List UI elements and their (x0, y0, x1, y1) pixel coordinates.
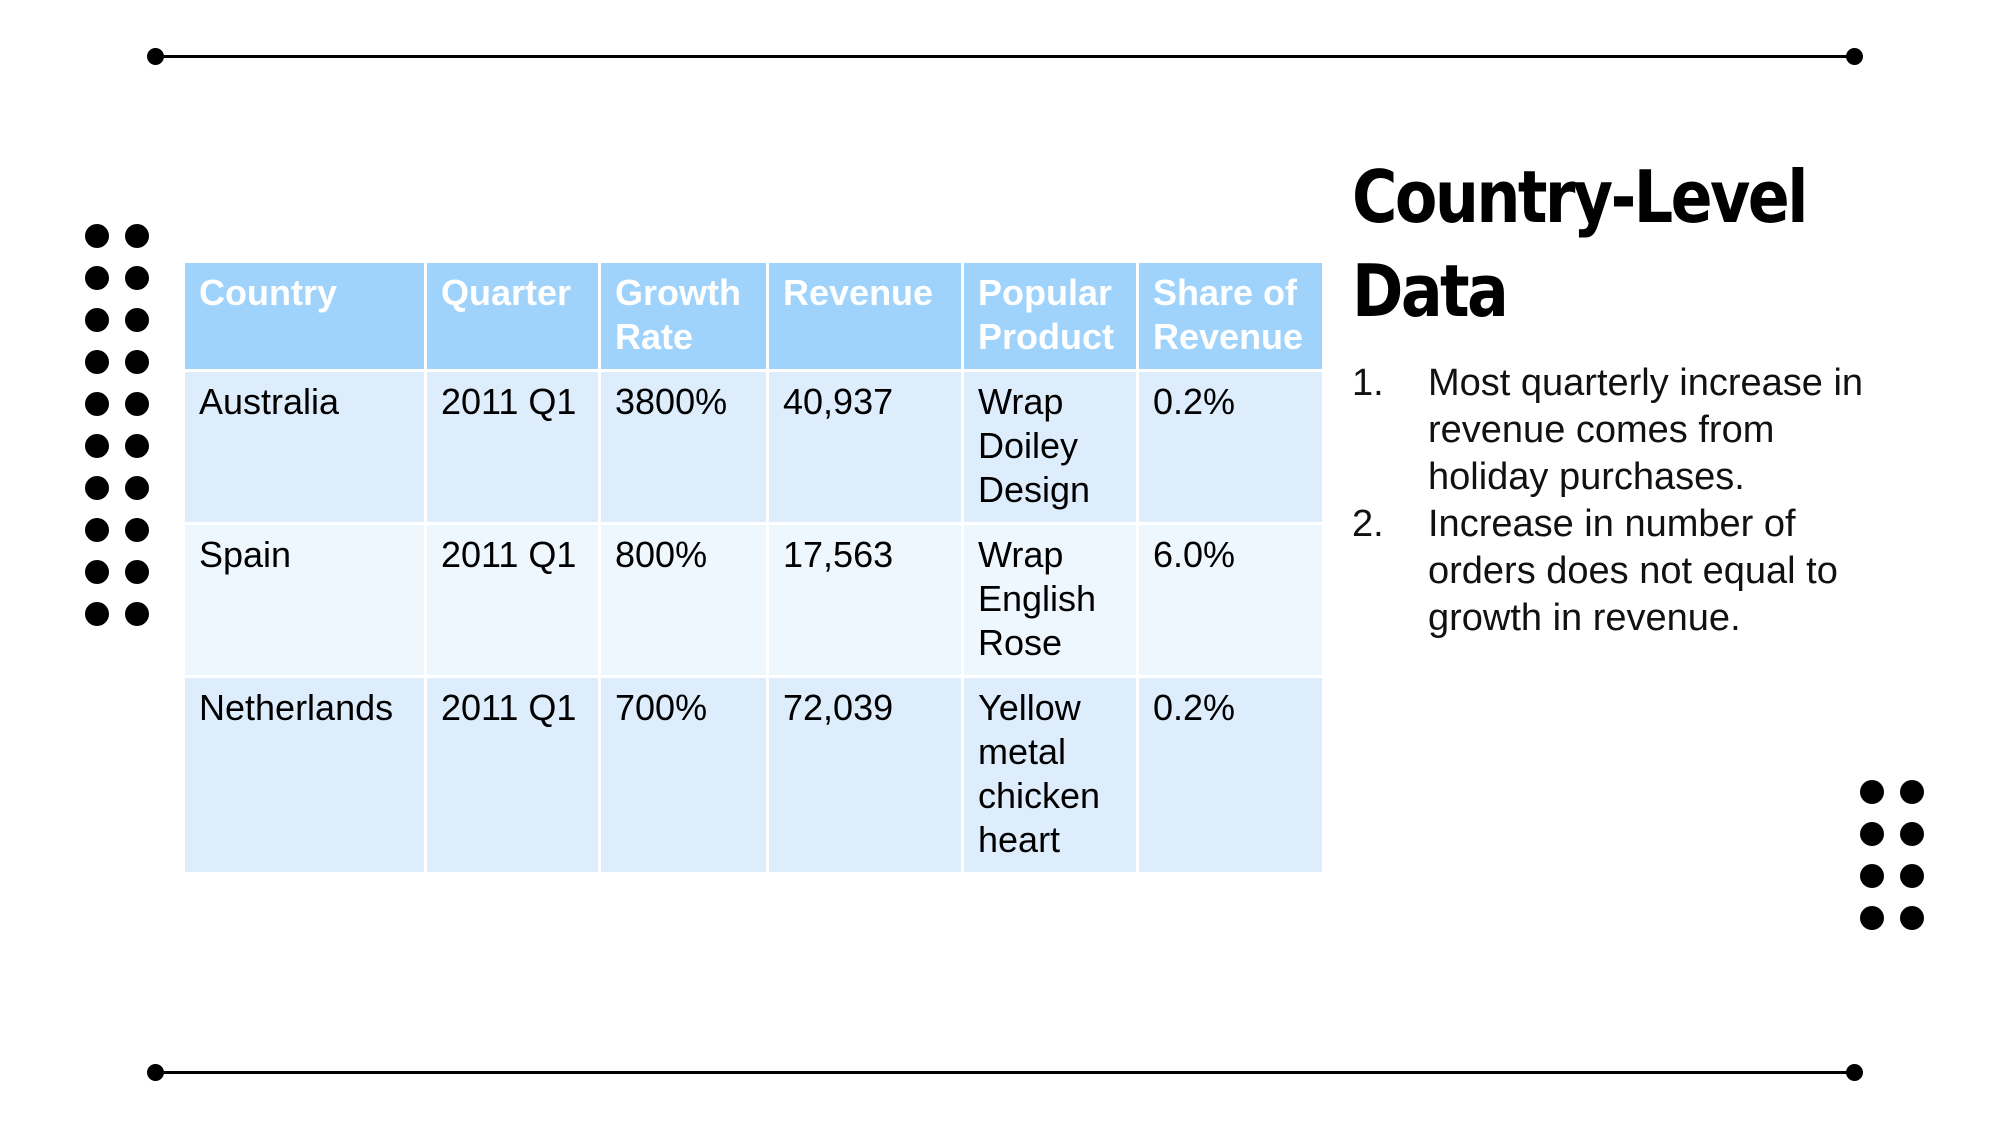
top-divider-line (147, 48, 1863, 65)
divider-endpoint (147, 48, 164, 65)
decorative-dot (125, 434, 149, 458)
cell-quarter: 2011 Q1 (424, 522, 601, 678)
decorative-dot (85, 560, 109, 584)
divider-endpoint (147, 1064, 164, 1081)
decorative-dot (1860, 864, 1884, 888)
decorative-dot (85, 350, 109, 374)
decorative-dot-grid-left (85, 224, 149, 626)
divider-endpoint (1846, 1064, 1863, 1081)
list-item-number: 2. (1352, 503, 1384, 545)
cell-revenue: 72,039 (766, 675, 964, 875)
decorative-dot (125, 350, 149, 374)
table-row: Netherlands 2011 Q1 700% 72,039 Yellow m… (182, 675, 1325, 875)
list-item: 2. Increase in number of orders does not… (1352, 501, 1872, 642)
header-growth-rate: Growth Rate (598, 260, 769, 372)
decorative-dot (1900, 822, 1924, 846)
list-item: 1. Most quarterly increase in revenue co… (1352, 360, 1872, 501)
header-popular-product: Popular Product (961, 260, 1139, 372)
decorative-dot (85, 602, 109, 626)
cell-country: Australia (182, 369, 427, 525)
decorative-dot (85, 224, 109, 248)
cell-country: Netherlands (182, 675, 427, 875)
decorative-dot (1860, 822, 1884, 846)
list-item-text: Most quarterly increase in revenue comes… (1428, 362, 1864, 498)
decorative-dot-grid-right (1860, 780, 1924, 930)
decorative-dot (1860, 906, 1884, 930)
cell-popular-product: Yellow metal chicken heart (961, 675, 1139, 875)
cell-country: Spain (182, 522, 427, 678)
decorative-dot (1900, 906, 1924, 930)
cell-quarter: 2011 Q1 (424, 369, 601, 525)
decorative-dot (1860, 780, 1884, 804)
cell-growth-rate: 3800% (598, 369, 769, 525)
insights-list: 1. Most quarterly increase in revenue co… (1352, 360, 1872, 642)
country-data-table: Country Quarter Growth Rate Revenue Popu… (182, 260, 1325, 875)
table-header-row: Country Quarter Growth Rate Revenue Popu… (182, 260, 1325, 372)
decorative-dot (1900, 780, 1924, 804)
table-row: Spain 2011 Q1 800% 17,563 Wrap English R… (182, 522, 1325, 678)
cell-revenue: 17,563 (766, 522, 964, 678)
decorative-dot (125, 392, 149, 416)
cell-growth-rate: 700% (598, 675, 769, 875)
cell-popular-product: Wrap Doiley Design (961, 369, 1139, 525)
header-share-of-revenue: Share of Revenue (1136, 260, 1325, 372)
header-quarter: Quarter (424, 260, 601, 372)
decorative-dot (85, 266, 109, 290)
list-item-number: 1. (1352, 362, 1384, 404)
decorative-dot (125, 518, 149, 542)
cell-share-of-revenue: 6.0% (1136, 522, 1325, 678)
cell-share-of-revenue: 0.2% (1136, 675, 1325, 875)
decorative-dot (125, 308, 149, 332)
decorative-dot (125, 560, 149, 584)
cell-popular-product: Wrap English Rose (961, 522, 1139, 678)
cell-revenue: 40,937 (766, 369, 964, 525)
divider-endpoint (1846, 48, 1863, 65)
cell-quarter: 2011 Q1 (424, 675, 601, 875)
table-row: Australia 2011 Q1 3800% 40,937 Wrap Doil… (182, 369, 1325, 525)
cell-share-of-revenue: 0.2% (1136, 369, 1325, 525)
decorative-dot (1900, 864, 1924, 888)
list-item-text: Increase in number of orders does not eq… (1428, 503, 1838, 639)
cell-growth-rate: 800% (598, 522, 769, 678)
decorative-dot (125, 266, 149, 290)
decorative-dot (125, 602, 149, 626)
decorative-dot (85, 476, 109, 500)
decorative-dot (85, 434, 109, 458)
decorative-dot (85, 518, 109, 542)
decorative-dot (125, 224, 149, 248)
insights-panel: Country-Level Data 1. Most quarterly inc… (1352, 150, 1872, 642)
header-revenue: Revenue (766, 260, 964, 372)
slide-title: Country-Level Data (1352, 155, 1808, 333)
header-country: Country (182, 260, 427, 372)
decorative-dot (85, 392, 109, 416)
decorative-dot (125, 476, 149, 500)
bottom-divider-line (147, 1064, 1863, 1081)
decorative-dot (85, 308, 109, 332)
